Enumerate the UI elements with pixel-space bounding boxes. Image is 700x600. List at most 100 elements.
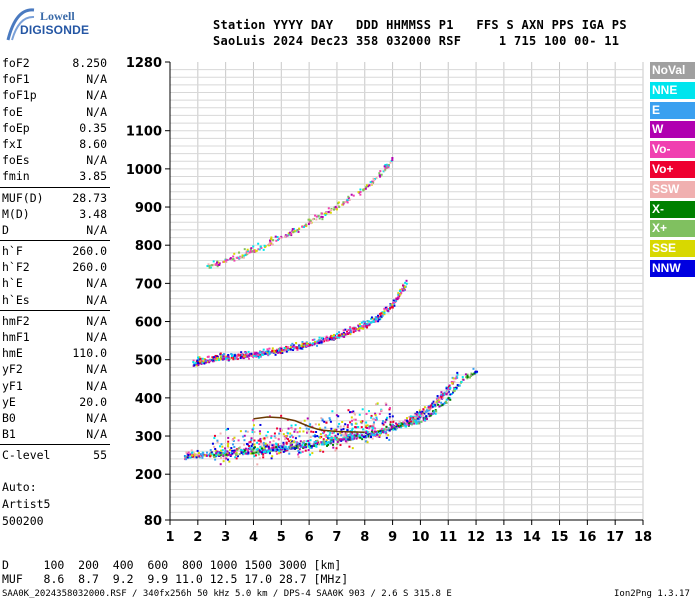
echo-point <box>320 417 323 420</box>
echo-point <box>431 410 434 413</box>
echo-point <box>314 443 317 446</box>
echo-point <box>196 449 199 452</box>
echo-point <box>365 184 368 187</box>
echo-point <box>236 358 239 361</box>
echo-point <box>338 334 341 337</box>
x-tick-label: 9 <box>388 530 397 545</box>
echo-point <box>466 374 469 377</box>
echo-point <box>376 433 379 436</box>
echo-point <box>456 373 459 376</box>
echo-point <box>282 450 285 453</box>
scaled-trace-line <box>253 416 365 433</box>
echo-point <box>311 452 314 455</box>
echo-point <box>434 402 437 405</box>
echo-point <box>226 445 229 448</box>
echo-point <box>282 433 285 436</box>
echo-point <box>256 355 259 358</box>
echo-point <box>403 424 406 427</box>
echo-point <box>338 422 341 425</box>
echo-point <box>315 442 318 445</box>
echo-point <box>357 324 360 327</box>
echo-point <box>229 257 232 260</box>
echo-point <box>363 321 366 324</box>
echo-point <box>213 434 216 437</box>
echo-point <box>318 339 321 342</box>
echo-point <box>315 445 318 448</box>
echo-point <box>420 410 423 413</box>
echo-point <box>244 450 247 453</box>
echo-point <box>279 236 282 239</box>
echo-point <box>292 447 295 450</box>
echo-point <box>328 436 331 439</box>
echo-point <box>287 232 290 235</box>
echo-point <box>248 445 251 448</box>
echo-point <box>343 335 346 338</box>
echo-point <box>189 453 192 456</box>
echo-point <box>260 451 263 454</box>
echo-point <box>372 177 375 180</box>
echo-point <box>360 426 363 429</box>
echo-point <box>236 355 239 358</box>
echo-point <box>257 451 260 454</box>
echo-point <box>320 215 323 218</box>
echo-point <box>210 454 213 457</box>
echo-point <box>250 444 253 447</box>
echo-point <box>272 444 275 447</box>
echo-point <box>389 421 392 424</box>
echo-point <box>354 326 357 329</box>
echo-point <box>234 450 237 453</box>
echo-point <box>294 428 297 431</box>
echo-point <box>266 451 269 454</box>
echo-point <box>305 345 308 348</box>
x-tick-label: 3 <box>221 530 230 545</box>
echo-point <box>225 428 228 431</box>
echo-point <box>350 434 353 437</box>
echo-point <box>326 441 329 444</box>
echo-point <box>384 163 387 166</box>
echo-point <box>362 320 365 323</box>
echo-point <box>338 335 341 338</box>
echo-point <box>373 421 376 424</box>
echo-point <box>392 420 395 423</box>
echo-point <box>431 405 434 408</box>
echo-point <box>318 336 321 339</box>
echo-point <box>429 404 432 407</box>
echo-point <box>238 251 241 254</box>
echo-point <box>235 357 238 360</box>
echo-point <box>382 420 385 423</box>
echo-point <box>388 438 391 441</box>
echo-point <box>268 443 271 446</box>
echo-point <box>378 172 381 175</box>
echo-point <box>412 421 415 424</box>
echo-point <box>309 446 312 449</box>
echo-point <box>307 218 310 221</box>
echo-point <box>354 327 357 330</box>
echo-point <box>293 227 296 230</box>
echo-point <box>289 446 292 449</box>
echo-point <box>337 433 340 436</box>
echo-point <box>319 441 322 444</box>
echo-point <box>292 349 295 352</box>
echo-point <box>332 337 335 340</box>
echo-point <box>323 420 326 423</box>
echo-point <box>275 349 278 352</box>
echo-point <box>292 440 295 443</box>
y-tick-label: 500 <box>135 354 162 369</box>
param-row: foE N/A <box>0 105 110 121</box>
echo-point <box>371 182 374 185</box>
echo-point <box>274 235 277 238</box>
echo-point <box>365 426 368 429</box>
echo-point <box>227 436 230 439</box>
param-value: N/A <box>86 276 107 291</box>
param-value: N/A <box>86 410 107 425</box>
echo-point <box>382 423 385 426</box>
x-tick-label: 11 <box>439 530 457 545</box>
echo-point <box>358 327 361 330</box>
echo-point <box>252 424 255 427</box>
echo-point <box>323 212 326 215</box>
param-name: hmF1 <box>2 330 30 344</box>
echo-point <box>327 443 330 446</box>
echo-point <box>347 434 350 437</box>
echo-point <box>424 417 427 420</box>
